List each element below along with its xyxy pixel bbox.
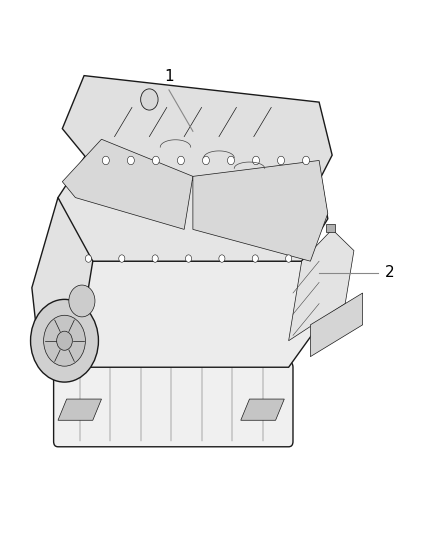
- Circle shape: [119, 255, 125, 262]
- Circle shape: [303, 156, 310, 165]
- Text: 1: 1: [164, 69, 174, 84]
- Circle shape: [177, 156, 184, 165]
- Circle shape: [252, 255, 258, 262]
- Polygon shape: [62, 76, 332, 198]
- Circle shape: [44, 316, 85, 366]
- Polygon shape: [311, 293, 363, 357]
- Polygon shape: [32, 198, 93, 367]
- Circle shape: [278, 156, 285, 165]
- Circle shape: [185, 255, 191, 262]
- Circle shape: [286, 255, 292, 262]
- Text: 2: 2: [385, 265, 394, 280]
- Bar: [325, 223, 335, 232]
- Circle shape: [219, 255, 225, 262]
- Circle shape: [31, 300, 99, 382]
- Polygon shape: [241, 399, 284, 420]
- Circle shape: [57, 331, 72, 350]
- Circle shape: [152, 255, 158, 262]
- FancyBboxPatch shape: [53, 362, 293, 447]
- Circle shape: [202, 156, 209, 165]
- Circle shape: [102, 156, 110, 165]
- Circle shape: [227, 156, 234, 165]
- Circle shape: [152, 156, 159, 165]
- Circle shape: [141, 89, 158, 110]
- Polygon shape: [45, 261, 319, 367]
- Circle shape: [127, 156, 134, 165]
- Circle shape: [85, 255, 92, 262]
- Polygon shape: [62, 139, 193, 229]
- Circle shape: [69, 285, 95, 317]
- Polygon shape: [58, 399, 102, 420]
- Polygon shape: [58, 144, 328, 261]
- Polygon shape: [193, 160, 328, 261]
- Circle shape: [253, 156, 259, 165]
- Polygon shape: [289, 229, 354, 341]
